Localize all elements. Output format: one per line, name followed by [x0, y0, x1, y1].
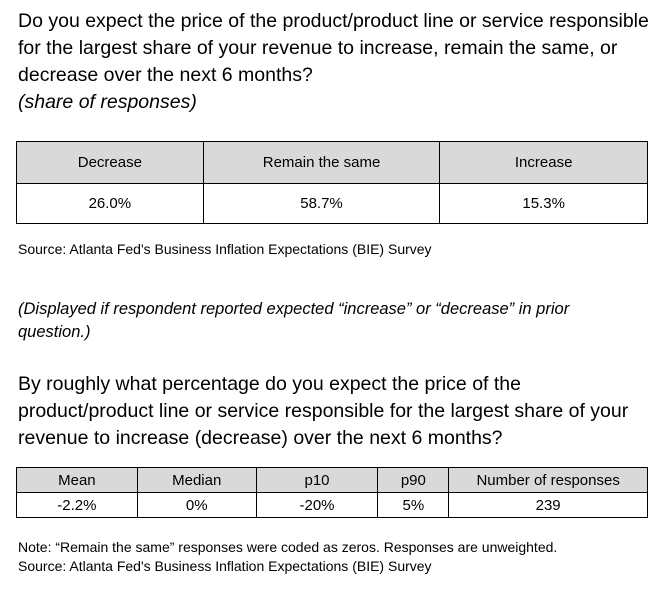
- table-row: 26.0% 58.7% 15.3%: [16, 183, 648, 224]
- question-2-text: By roughly what percentage do you expect…: [18, 373, 629, 449]
- display-condition-note: (Displayed if respondent reported expect…: [18, 300, 570, 341]
- header-p90: p90: [377, 467, 450, 493]
- table-header-row: Mean Median p10 p90 Number of responses: [16, 467, 648, 493]
- value-p90: 5%: [377, 492, 450, 518]
- percentage-stats-table: Mean Median p10 p90 Number of responses …: [16, 467, 648, 518]
- value-p10: -20%: [255, 492, 379, 518]
- header-number-of-responses: Number of responses: [448, 467, 648, 493]
- value-mean: -2.2%: [16, 492, 138, 518]
- source-line-1: Source: Atlanta Fed's Business Inflation…: [18, 241, 432, 257]
- footnotes: Note: “Remain the same” responses were c…: [18, 538, 557, 576]
- question-1-subtitle: (share of responses): [18, 91, 197, 113]
- question-1: Do you expect the price of the product/p…: [18, 8, 658, 116]
- table-header-row: Decrease Remain the same Increase: [16, 141, 648, 184]
- header-mean: Mean: [16, 467, 138, 493]
- question-1-text: Do you expect the price of the product/p…: [18, 10, 649, 86]
- value-increase: 15.3%: [439, 183, 648, 224]
- header-median: Median: [136, 467, 257, 493]
- note-line: Note: “Remain the same” responses were c…: [18, 539, 558, 555]
- value-number-of-responses: 239: [448, 492, 648, 518]
- question-2: By roughly what percentage do you expect…: [18, 371, 658, 452]
- header-increase: Increase: [439, 141, 648, 184]
- header-p10: p10: [255, 467, 379, 493]
- share-of-responses-table: Decrease Remain the same Increase 26.0% …: [16, 141, 648, 224]
- value-remain-the-same: 58.7%: [202, 183, 441, 224]
- value-decrease: 26.0%: [16, 183, 204, 224]
- header-remain-the-same: Remain the same: [202, 141, 441, 184]
- value-median: 0%: [136, 492, 257, 518]
- source-line-2: Source: Atlanta Fed's Business Inflation…: [18, 558, 432, 574]
- header-decrease: Decrease: [16, 141, 204, 184]
- table-row: -2.2% 0% -20% 5% 239: [16, 492, 648, 518]
